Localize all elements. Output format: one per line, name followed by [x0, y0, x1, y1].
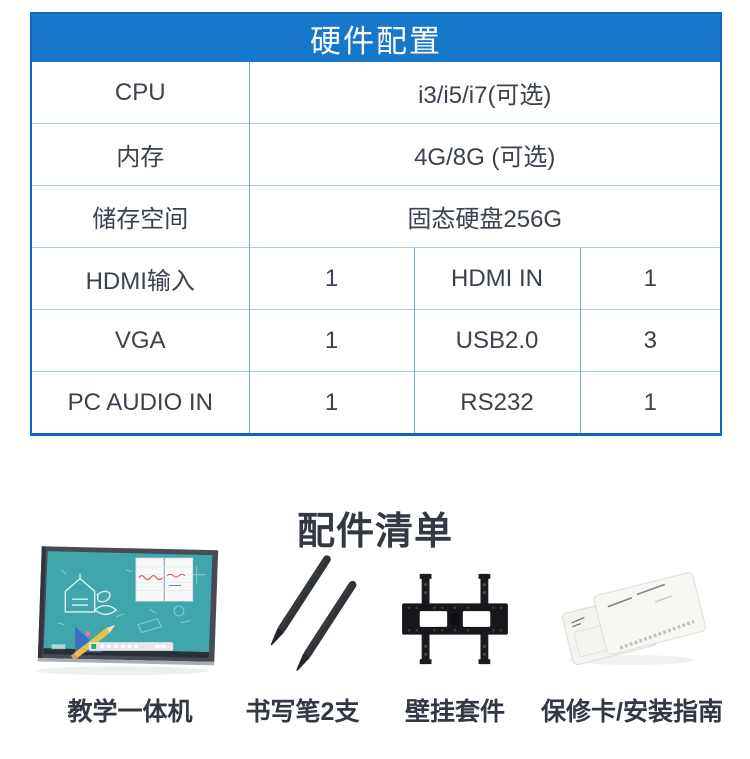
port-label: HDMI输入 [32, 247, 249, 310]
port-label: RS232 [413, 371, 580, 433]
accessory-item-cards: 保修卡/安装指南 [540, 540, 724, 728]
accessory-item-pens: 书写笔2支 [230, 540, 375, 728]
port-label: HDMI IN [413, 247, 580, 310]
port-count: 1 [248, 247, 414, 310]
accessory-item-mount: 壁挂套件 [385, 540, 525, 728]
table-row: HDMI输入 1 HDMI IN 1 [32, 247, 720, 310]
port-count: 1 [248, 309, 414, 372]
accessories-title: 配件清单 [296, 510, 453, 553]
port-count: 1 [579, 371, 720, 433]
table-row: VGA 1 USB2.0 3 [32, 309, 720, 372]
spec-label: 内存 [32, 123, 249, 186]
interactive-display-image [35, 546, 219, 676]
accessory-label: 教学一体机 [67, 698, 193, 726]
port-count: 3 [579, 309, 720, 372]
spec-value: 4G/8G (可选) [248, 123, 720, 186]
port-count: 1 [248, 371, 414, 433]
port-count: 1 [579, 247, 720, 310]
spec-value: i3/i5/i7(可选) [248, 62, 720, 124]
wall-mount-image [402, 573, 508, 665]
warranty-cards-image [561, 572, 706, 665]
accessory-label: 壁挂套件 [404, 698, 505, 726]
table-title: 硬件配置 [32, 14, 720, 62]
hardware-config-table: 硬件配置 CPU i3/i5/i7(可选) 内存 4G/8G (可选) 储存空间… [30, 12, 722, 436]
spec-label: CPU [114, 78, 166, 106]
table-row: PC AUDIO IN 1 RS232 1 [32, 371, 720, 433]
accessory-item-display: 教学一体机 [30, 540, 230, 728]
accessory-label: 保修卡/安装指南 [541, 698, 723, 726]
accessories-row: 教学一体机 书写笔2支 [0, 540, 750, 750]
table-row: CPU i3/i5/i7(可选) [32, 62, 720, 124]
accessory-label: 书写笔2支 [245, 698, 360, 726]
table-row: 储存空间 固态硬盘256G [32, 185, 720, 248]
stylus-pens-image [270, 555, 356, 671]
port-label: VGA [32, 309, 249, 372]
spec-value: 固态硬盘256G [248, 185, 720, 248]
port-label: USB2.0 [413, 309, 580, 372]
port-label: PC AUDIO IN [32, 371, 249, 433]
table-row: 内存 4G/8G (可选) [32, 123, 720, 186]
spec-label: 储存空间 [32, 185, 249, 248]
